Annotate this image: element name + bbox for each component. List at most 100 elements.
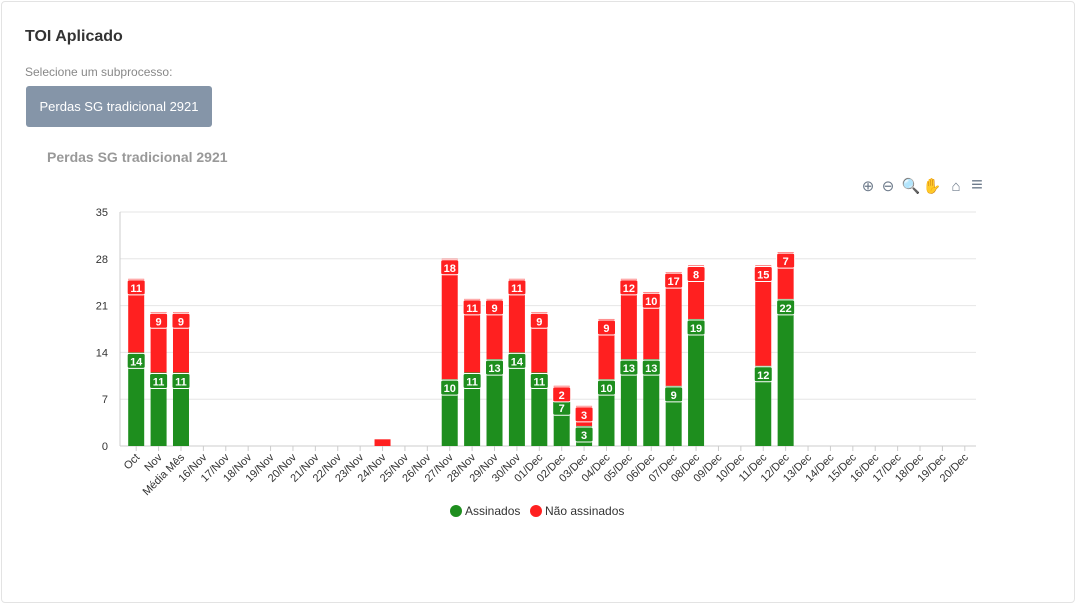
bar-nao-assinados[interactable]	[464, 298, 481, 373]
data-label: 14	[130, 356, 143, 368]
data-label-box	[462, 372, 482, 389]
data-label-box	[462, 299, 482, 316]
data-label: 10	[600, 383, 612, 395]
y-tick-label: 14	[96, 347, 108, 359]
data-label-box	[529, 312, 549, 329]
data-label: 11	[533, 376, 545, 388]
data-label: 15	[757, 269, 769, 281]
data-label: 10	[444, 383, 456, 395]
data-label-box	[574, 426, 594, 443]
data-label: 18	[444, 263, 456, 275]
bar-assinados[interactable]	[486, 359, 503, 446]
legend-item[interactable]: Não assinados	[545, 504, 624, 518]
data-label: 19	[690, 323, 702, 335]
data-label-box	[149, 372, 169, 389]
data-label: 10	[645, 296, 657, 308]
y-tick-label: 28	[96, 254, 108, 266]
data-label: 22	[780, 303, 792, 315]
data-label: 3	[581, 410, 587, 422]
bar-assinados[interactable]	[643, 359, 660, 446]
data-label-box	[529, 372, 549, 389]
page-title: TOI Aplicado	[25, 28, 123, 45]
legend-marker[interactable]	[450, 505, 462, 517]
data-label-box	[753, 366, 773, 383]
data-label: 9	[536, 316, 542, 328]
bar-assinados[interactable]	[620, 359, 637, 446]
subprocess-button[interactable]: Perdas SG tradicional 2921	[26, 86, 212, 127]
data-label: 11	[466, 376, 478, 388]
legend-marker[interactable]	[530, 505, 542, 517]
data-label-box	[171, 312, 191, 329]
bar-nao-assinados[interactable]	[665, 272, 682, 386]
bar-nao-assinados[interactable]	[643, 292, 660, 360]
bar-nao-assinados[interactable]	[755, 265, 772, 366]
data-label: 13	[488, 363, 500, 375]
bar-assinados[interactable]	[150, 372, 167, 446]
data-label: 17	[668, 276, 680, 288]
data-label-box	[126, 279, 146, 296]
bar-assinados[interactable]	[688, 318, 705, 446]
selection-zoom-icon[interactable]: 🔍	[902, 176, 921, 195]
data-label-box	[641, 359, 661, 376]
subprocess-label: Selecione um subprocesso:	[25, 65, 173, 79]
data-label: 11	[466, 303, 478, 315]
data-label-box	[507, 352, 527, 369]
bar-assinados[interactable]	[508, 352, 525, 446]
data-label: 8	[693, 269, 699, 281]
data-label-box	[440, 379, 460, 396]
data-label: 13	[623, 363, 635, 375]
bar-nao-assinados[interactable]	[441, 258, 458, 380]
chart-title: Perdas SG tradicional 2921	[47, 149, 228, 165]
legend-item[interactable]: Assinados	[465, 504, 520, 518]
bar-assinados[interactable]	[777, 298, 794, 446]
bar-nao-assinados[interactable]	[508, 278, 525, 353]
data-label-box	[596, 319, 616, 336]
data-label: 9	[156, 316, 162, 328]
data-label-box	[686, 265, 706, 282]
bar-assinados[interactable]	[755, 365, 772, 446]
data-label-box	[664, 272, 684, 289]
data-label: 14	[511, 356, 524, 368]
data-label: 9	[178, 316, 184, 328]
bar-nao-assinados[interactable]	[128, 278, 145, 353]
data-label-box	[776, 299, 796, 316]
bar-assinados[interactable]	[598, 379, 615, 446]
data-label: 9	[491, 303, 497, 315]
pan-icon[interactable]: ✋	[923, 177, 942, 195]
bar-nao-assinados[interactable]	[374, 439, 391, 446]
data-label: 7	[783, 256, 789, 268]
bar-assinados[interactable]	[531, 372, 548, 446]
data-label: 13	[645, 363, 657, 375]
data-label-box	[619, 279, 639, 296]
data-label: 11	[511, 283, 523, 295]
data-label-box	[776, 252, 796, 269]
bar-assinados[interactable]	[128, 352, 145, 446]
data-label-box	[485, 299, 505, 316]
zoom-out-icon[interactable]: ⊖	[882, 178, 895, 195]
y-tick-label: 21	[96, 301, 108, 313]
bar-assinados[interactable]	[441, 379, 458, 446]
x-tick-label: Oct	[122, 452, 143, 473]
data-label-box	[485, 359, 505, 376]
data-label: 11	[130, 283, 142, 295]
home-icon[interactable]: ⌂	[951, 178, 960, 195]
y-tick-label: 0	[102, 441, 108, 453]
data-label: 2	[559, 390, 565, 402]
bar-assinados[interactable]	[464, 372, 481, 446]
data-label: 9	[603, 323, 609, 335]
y-tick-label: 7	[102, 394, 108, 406]
data-label-box	[619, 359, 639, 376]
data-label: 12	[623, 283, 635, 295]
data-label-box	[552, 386, 572, 403]
data-label-box	[171, 372, 191, 389]
menu-icon[interactable]: ≡	[971, 174, 983, 196]
zoom-in-icon[interactable]: ⊕	[862, 178, 875, 195]
bar-assinados[interactable]	[172, 372, 189, 446]
y-tick-label: 35	[96, 207, 108, 219]
data-label-box	[574, 406, 594, 423]
data-label-box	[686, 319, 706, 336]
bar-nao-assinados[interactable]	[620, 278, 637, 360]
data-label-box	[440, 259, 460, 276]
